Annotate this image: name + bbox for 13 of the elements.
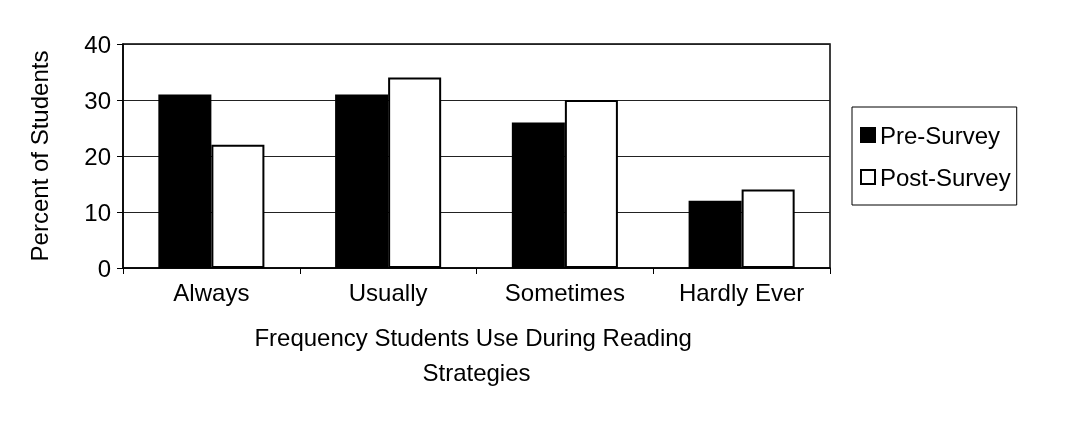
x-axis-title: Frequency Students Use During Reading Strategies <box>254 324 699 386</box>
x-tick-label: Always <box>173 278 250 306</box>
legend-label: Pre-Survey <box>880 121 1001 149</box>
x-tick-label: Sometimes <box>504 278 625 306</box>
y-tick-label: 0 <box>97 254 111 282</box>
y-tick-label: 20 <box>84 142 111 170</box>
y-tick-label: 30 <box>84 86 111 114</box>
y-tick-label: 10 <box>84 198 111 226</box>
x-tick-label: Usually <box>348 278 428 306</box>
y-tick-label: 40 <box>84 30 111 58</box>
y-axis-title: Percent of Students <box>25 50 53 262</box>
x-tick-label: Hardly Ever <box>678 278 805 306</box>
legend-label: Post-Survey <box>880 163 1011 191</box>
